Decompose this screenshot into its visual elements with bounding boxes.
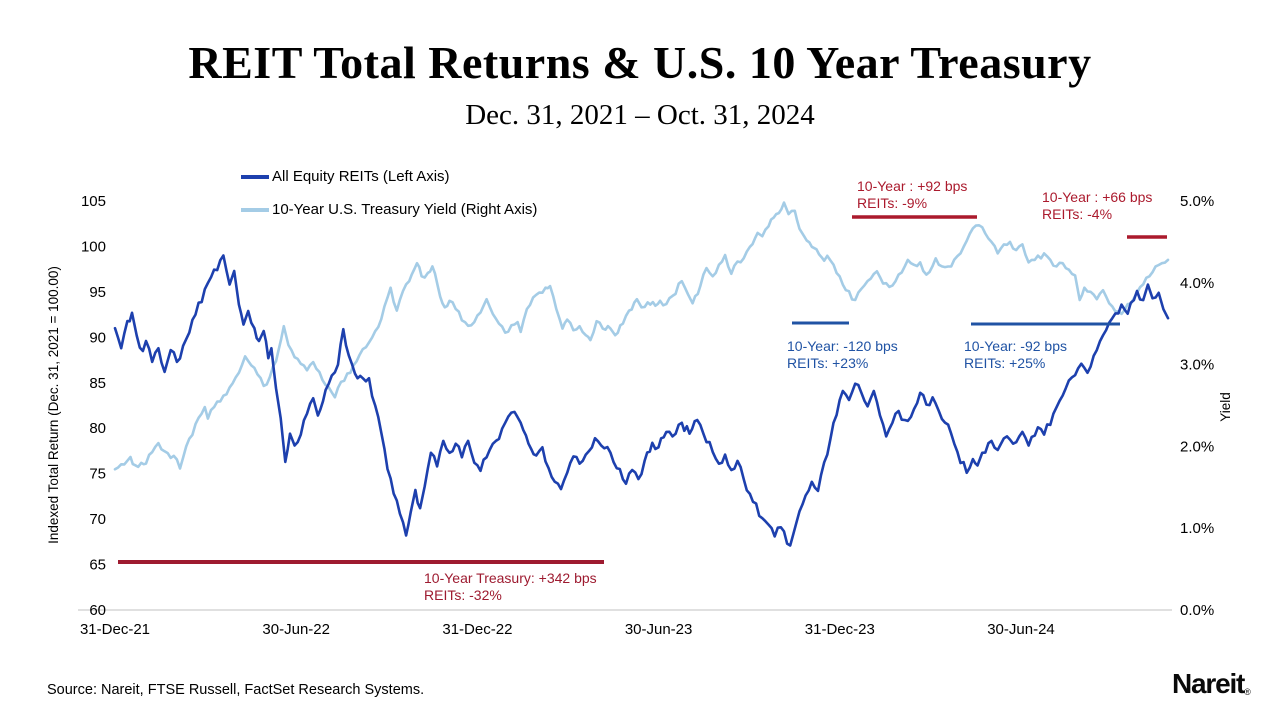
annotation-text-treasury-rise-2022: REITs: -32% — [424, 587, 502, 603]
series-line-treasury — [113, 201, 1170, 471]
annotation-text-treasury-rise-2022: 10-Year Treasury: +342 bps — [424, 570, 597, 586]
left-axis-tick: 75 — [89, 466, 106, 483]
left-axis-tick: 95 — [89, 284, 106, 301]
legend-swatch-reits-icon — [241, 174, 269, 179]
x-axis-tick: 31-Dec-22 — [442, 621, 512, 638]
left-axis-tick: 60 — [89, 602, 106, 619]
right-axis-tick: 1.0% — [1180, 520, 1214, 537]
legend-label-treasury: 10-Year U.S. Treasury Yield (Right Axis) — [272, 201, 538, 218]
right-axis-title: Yield — [1218, 392, 1233, 422]
left-axis-tick: 105 — [81, 193, 106, 210]
series-line-reits — [113, 254, 1170, 547]
annotation-text-rate-rise-late-2024: 10-Year : +66 bps — [1042, 189, 1152, 205]
right-axis-tick: 4.0% — [1180, 275, 1214, 292]
legend-item-reits: All Equity REITs (Left Axis) — [241, 160, 537, 193]
registered-mark-icon: ® — [1244, 687, 1251, 697]
left-axis-tick: 70 — [89, 511, 106, 528]
source-note: Source: Nareit, FTSE Russell, FactSet Re… — [47, 682, 425, 698]
nareit-logo-text: Nareit — [1172, 668, 1245, 699]
x-axis-tick: 30-Jun-22 — [262, 621, 330, 638]
right-axis-tick: 2.0% — [1180, 438, 1214, 455]
right-axis-tick: 5.0% — [1180, 193, 1214, 210]
annotation-text-rate-spike-2023: REITs: -9% — [857, 195, 927, 211]
page-title: REIT Total Returns & U.S. 10 Year Treasu… — [188, 37, 1092, 88]
right-axis-tick: 3.0% — [1180, 357, 1214, 374]
chart-legend: All Equity REITs (Left Axis) 10-Year U.S… — [241, 160, 537, 226]
left-axis-tick: 100 — [81, 238, 106, 255]
legend-label-reits: All Equity REITs (Left Axis) — [272, 168, 450, 185]
x-axis-tick: 30-Jun-23 — [625, 621, 693, 638]
annotation-text-rate-drop-2024: 10-Year: -92 bps — [964, 338, 1067, 354]
left-axis-title: Indexed Total Return (Dec. 31, 2021 = 10… — [46, 266, 61, 544]
right-axis-tick: 0.0% — [1180, 602, 1214, 619]
legend-swatch-treasury-icon — [241, 207, 269, 212]
annotation-text-rate-drop-late-2023: REITs: +23% — [787, 355, 868, 371]
x-axis-tick: 30-Jun-24 — [987, 621, 1055, 638]
annotation-text-rate-drop-late-2023: 10-Year: -120 bps — [787, 338, 898, 354]
annotation-text-rate-spike-2023: 10-Year : +92 bps — [857, 178, 967, 194]
x-axis-tick: 31-Dec-21 — [80, 621, 150, 638]
legend-item-treasury: 10-Year U.S. Treasury Yield (Right Axis) — [241, 193, 537, 226]
left-axis-tick: 80 — [89, 420, 106, 437]
x-axis-tick: 31-Dec-23 — [805, 621, 875, 638]
annotation-text-rate-drop-2024: REITs: +25% — [964, 355, 1045, 371]
left-axis-tick: 65 — [89, 557, 106, 574]
left-axis-tick: 90 — [89, 329, 106, 346]
annotation-text-rate-rise-late-2024: REITs: -4% — [1042, 206, 1112, 222]
page-subtitle: Dec. 31, 2021 – Oct. 31, 2024 — [465, 99, 815, 131]
nareit-logo: Nareit® — [1172, 668, 1251, 700]
left-axis-tick: 85 — [89, 375, 106, 392]
